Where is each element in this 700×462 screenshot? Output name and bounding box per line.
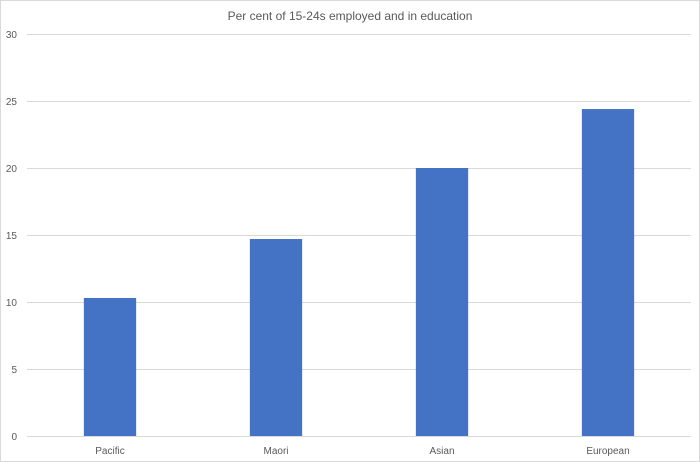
y-tick-label: 5 xyxy=(11,365,17,376)
x-tick-label-maori: Maori xyxy=(263,446,288,457)
y-tick-label: 10 xyxy=(6,298,18,309)
bars xyxy=(83,109,635,436)
y-axis-tick-labels: 0 5 10 15 20 25 30 xyxy=(6,30,18,443)
bar-european xyxy=(581,109,635,436)
y-tick-label: 30 xyxy=(6,30,18,41)
x-axis-tick-labels: Pacific Maori Asian European xyxy=(95,446,629,457)
y-tick-label: 20 xyxy=(6,164,18,175)
x-tick-label-asian: Asian xyxy=(429,446,454,457)
bar-maori xyxy=(249,239,303,436)
x-tick-label-pacific: Pacific xyxy=(95,446,124,457)
y-tick-label: 15 xyxy=(6,231,18,242)
y-tick-label: 0 xyxy=(11,432,17,443)
bar-asian xyxy=(415,168,469,436)
gridlines xyxy=(27,34,691,437)
y-tick-label: 25 xyxy=(6,97,18,108)
bar-pacific xyxy=(83,297,137,436)
x-tick-label-european: European xyxy=(586,446,629,457)
chart-title: Per cent of 15-24s employed and in educa… xyxy=(228,9,473,23)
